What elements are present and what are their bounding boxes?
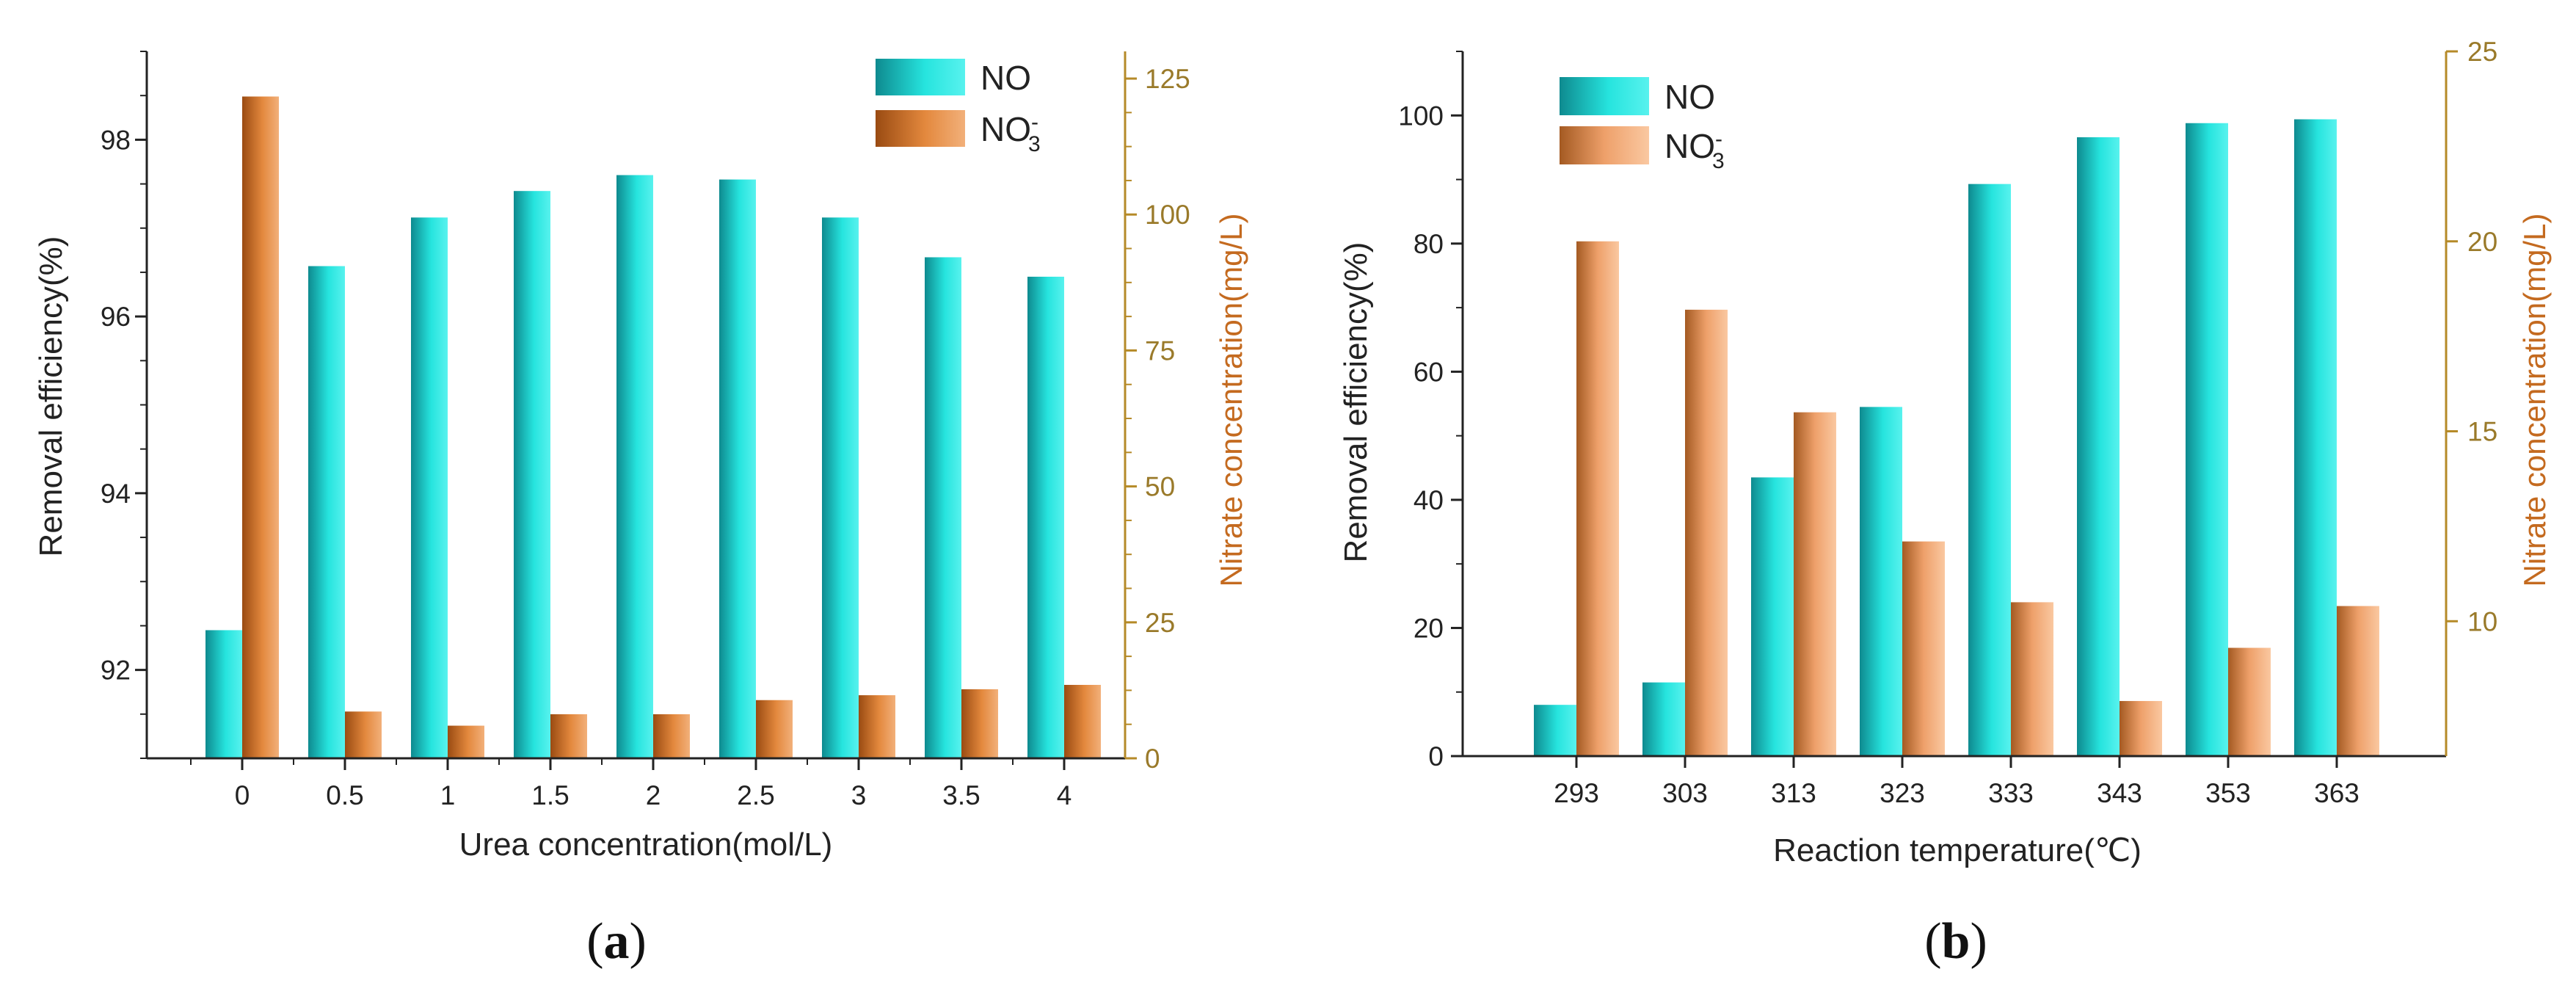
x-tick-label: 293 — [1554, 778, 1599, 808]
bar-no — [719, 179, 756, 758]
x-tick-label: 313 — [1771, 778, 1816, 808]
y-tick-label: 96 — [101, 302, 131, 332]
bar-no — [308, 266, 345, 759]
bar-no — [1534, 705, 1576, 756]
bar-nitrate — [550, 714, 587, 758]
x-tick-label: 0.5 — [326, 780, 363, 810]
x-tick-label: 2 — [646, 780, 661, 810]
legend-swatch-no-b — [1560, 77, 1649, 115]
y2-axis-title-b: Nitrate concentration(mg/L) — [2517, 214, 2552, 587]
y2-tick-label: 25 — [1145, 608, 1175, 638]
bar-nitrate — [1576, 241, 1619, 756]
bar-nitrate — [1902, 541, 1945, 756]
legend-swatch-nitrate-a — [876, 110, 965, 147]
y-tick-label: 98 — [101, 125, 131, 155]
x-tick-label: 323 — [1880, 778, 1925, 808]
bar-nitrate — [1685, 309, 1728, 756]
bar-no — [822, 217, 859, 758]
y-axis-title-b: Removal efficiency(%) — [1338, 242, 1374, 563]
panel-label-a: (a) — [586, 913, 647, 970]
x-tick-label: 0 — [235, 780, 250, 810]
legend-a: NO NO-3 — [876, 59, 1041, 156]
bar-nitrate — [2337, 606, 2379, 756]
y-tick-label: 0 — [1428, 741, 1444, 772]
bar-nitrate — [2011, 602, 2053, 756]
y-axis-title-a: Removal efficiency(%) — [33, 236, 69, 557]
panel-label-b: (b) — [1924, 913, 1987, 970]
bar-nitrate — [2228, 647, 2271, 756]
bar-nitrate — [448, 725, 484, 758]
x-tick-label: 2.5 — [737, 780, 774, 810]
bar-nitrate — [242, 96, 279, 759]
bar-no — [1860, 407, 1902, 756]
bar-nitrate — [961, 689, 998, 758]
bar-no — [1751, 477, 1794, 756]
y-tick-label: 92 — [101, 656, 131, 686]
bar-nitrate — [1064, 684, 1101, 758]
bar-no — [2294, 119, 2337, 756]
x-axis-title-b: Reaction temperature(℃) — [1773, 832, 2142, 868]
bar-no — [1968, 184, 2011, 756]
plot-area-a: 92 94 96 98 0 25 50 75 100 125 0 0.5 1 1.5 2 2.5 3 3.5 4 — [101, 51, 1190, 810]
legend-label-no-a: NO — [980, 59, 1031, 97]
y-tick-label: 20 — [1413, 613, 1444, 643]
x-tick-label: 1.5 — [531, 780, 569, 810]
legend-swatch-no-a — [876, 59, 965, 95]
x-tick-label: 303 — [1662, 778, 1708, 808]
legend-b: NO NO-3 — [1560, 77, 1725, 173]
y2-tick-label: 100 — [1145, 200, 1190, 230]
x-tick-label: 3.5 — [942, 780, 980, 810]
bar-nitrate — [2120, 700, 2162, 756]
plot-area-b: 0 20 40 60 80 100 10 15 20 25 293 303 313 323 333 343 35… — [1398, 37, 2497, 808]
bar-no — [2186, 123, 2228, 756]
x-tick-label: 353 — [2205, 778, 2251, 808]
bar-no — [2077, 137, 2120, 757]
y-tick-label: 80 — [1413, 229, 1444, 259]
bar-nitrate — [345, 711, 382, 758]
y2-tick-label: 20 — [2467, 227, 2497, 257]
x-axis-title-a: Urea concentration(mol/L) — [459, 827, 833, 863]
legend-label-no-b: NO — [1664, 78, 1715, 116]
x-tick-label: 4 — [1057, 780, 1072, 810]
y2-tick-label: 50 — [1145, 472, 1175, 502]
bar-no — [925, 257, 961, 758]
bar-nitrate — [1794, 412, 1836, 756]
legend-swatch-nitrate-b — [1560, 126, 1649, 164]
bar-no — [514, 191, 550, 758]
chart-panel-a: Removal efficiency(%) Nitrate concentrat… — [33, 51, 1248, 970]
x-tick-label: 1 — [440, 780, 456, 810]
chart-panel-b: Removal efficiency(%) Nitrate concentrat… — [1338, 37, 2552, 970]
legend-label-nitrate-b: NO-3 — [1664, 127, 1725, 173]
x-tick-label: 363 — [2314, 778, 2359, 808]
y2-tick-label: 125 — [1145, 64, 1190, 94]
y-tick-label: 60 — [1413, 357, 1444, 387]
y2-tick-label: 75 — [1145, 335, 1175, 366]
bar-no — [411, 217, 448, 758]
y2-tick-label: 10 — [2467, 606, 2497, 636]
bar-nitrate — [653, 714, 690, 758]
bar-no — [1642, 682, 1685, 756]
y2-tick-label: 0 — [1145, 744, 1160, 774]
bar-no — [1027, 276, 1064, 758]
legend-label-nitrate-a: NO-3 — [980, 110, 1041, 156]
y-tick-label: 100 — [1398, 101, 1444, 131]
x-tick-label: 343 — [2097, 778, 2142, 808]
bar-no — [205, 630, 242, 758]
bar-no — [616, 175, 653, 758]
y2-tick-label: 25 — [2467, 37, 2497, 67]
y2-tick-label: 15 — [2467, 417, 2497, 447]
x-tick-label: 3 — [851, 780, 867, 810]
bar-nitrate — [859, 695, 895, 758]
y-tick-label: 40 — [1413, 485, 1444, 515]
y-tick-label: 94 — [101, 479, 131, 509]
bar-nitrate — [756, 700, 793, 758]
x-tick-label: 333 — [1988, 778, 2034, 808]
y2-axis-title-a: Nitrate concentration(mg/L) — [1214, 214, 1248, 587]
